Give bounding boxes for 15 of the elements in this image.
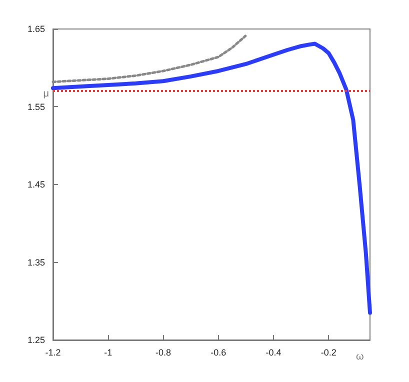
- line-series: [51, 42, 372, 315]
- x-tick-label: -1.2: [45, 348, 61, 358]
- y-tick-label: 1.25: [27, 335, 45, 345]
- y-tick-label: 1.35: [27, 257, 45, 268]
- y-tick-label: 1.45: [27, 180, 45, 190]
- x-axis-title: ω: [356, 352, 364, 362]
- line-series: [52, 34, 247, 84]
- x-tick-label: -0.2: [320, 348, 336, 358]
- x-tick-label: -0.6: [210, 348, 226, 358]
- x-tick-label: -0.8: [156, 348, 172, 358]
- y-tick-label: 1.65: [27, 24, 45, 34]
- x-tick-label: -0.4: [266, 348, 282, 358]
- x-tick-label: -1: [104, 348, 112, 358]
- y-axis-title: μ: [43, 88, 50, 100]
- y-tick-label: 1.55: [27, 102, 45, 112]
